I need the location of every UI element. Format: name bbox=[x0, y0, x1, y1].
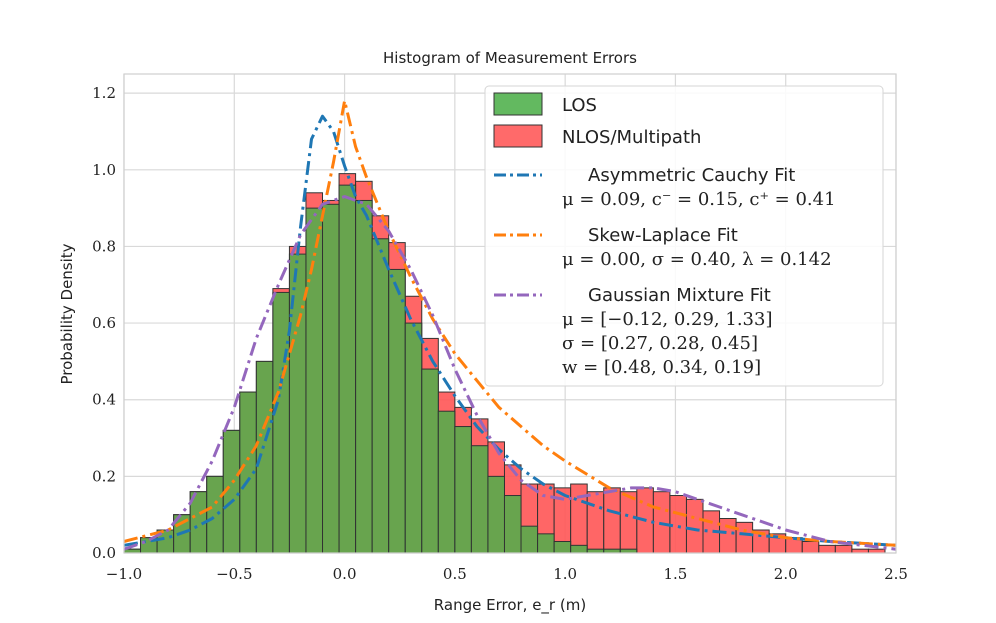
y-tick-label: 0.6 bbox=[92, 314, 116, 332]
los-bar bbox=[305, 207, 324, 554]
x-tick-label: −1.0 bbox=[106, 565, 142, 583]
asymmetric-cauchy-fit-line bbox=[123, 114, 897, 547]
legend-label-los: LOS bbox=[562, 95, 597, 116]
nlos-bar bbox=[603, 487, 621, 554]
legend-label-laplace: Skew-Laplace Fit bbox=[588, 225, 738, 246]
chart-title: Histogram of Measurement Errors bbox=[383, 49, 637, 67]
plot-frame bbox=[123, 73, 897, 554]
los-bar bbox=[520, 525, 539, 554]
legend-label-cauchy: Asymmetric Cauchy Fit bbox=[588, 165, 795, 186]
fit-curves bbox=[123, 99, 897, 551]
y-tick-label: 1.2 bbox=[92, 84, 116, 102]
los-bar bbox=[503, 495, 522, 554]
y-tick-label: 0.8 bbox=[92, 237, 116, 255]
legend: LOS NLOS/Multipath Asymmetric Cauchy Fit μ … bbox=[484, 85, 884, 387]
legend-params-laplace: μ = 0.00, σ = 0.40, λ = 0.142 bbox=[562, 249, 832, 270]
x-tick-label: 1.0 bbox=[553, 565, 577, 583]
los-bar bbox=[338, 184, 357, 554]
x-tick-label: 2.0 bbox=[774, 565, 798, 583]
los-bar bbox=[421, 368, 439, 554]
los-bar bbox=[371, 238, 390, 554]
los-bars bbox=[123, 184, 638, 554]
nlos-bar bbox=[719, 518, 737, 554]
los-bar bbox=[388, 268, 406, 554]
x-tick-label: 2.5 bbox=[884, 565, 908, 583]
legend-params-gmm: μ = [−0.12, 0.29, 1.33] bbox=[562, 309, 772, 330]
los-bar bbox=[487, 475, 505, 554]
los-bar bbox=[553, 541, 572, 554]
gaussian-mixture-fit-line bbox=[123, 195, 897, 551]
x-tick-label: 1.5 bbox=[663, 565, 687, 583]
y-tick-label: 0.0 bbox=[92, 544, 116, 562]
nlos-bar bbox=[619, 491, 638, 554]
y-tick-label: 1.0 bbox=[92, 161, 116, 179]
legend-swatch-los bbox=[493, 92, 543, 116]
nlos-bar bbox=[818, 544, 836, 554]
los-bar bbox=[272, 291, 290, 554]
los-bar bbox=[206, 475, 224, 554]
legend-swatch-nlos bbox=[493, 124, 543, 148]
los-bar bbox=[355, 199, 373, 554]
y-tick-label: 0.2 bbox=[92, 467, 116, 485]
los-bar bbox=[437, 410, 456, 554]
nlos-bar bbox=[834, 544, 853, 554]
legend-label-gmm: Gaussian Mixture Fit bbox=[588, 285, 771, 306]
nlos-bar bbox=[586, 491, 605, 554]
legend-label-nlos: NLOS/Multipath bbox=[562, 127, 701, 148]
nlos-bar bbox=[735, 521, 754, 554]
los-bar bbox=[322, 203, 340, 554]
los-bar bbox=[537, 533, 555, 554]
x-tick-label: 0.0 bbox=[333, 565, 357, 583]
x-tick-label: −0.5 bbox=[216, 565, 252, 583]
legend-params-cauchy: μ = 0.09, c⁻ = 0.15, c⁺ = 0.41 bbox=[562, 189, 836, 210]
y-tick-label: 0.4 bbox=[92, 391, 116, 409]
axis-ticks: −1.0 −0.5 0.0 0.5 1.0 1.5 2.0 2.5 0.0 0.2 0.4 0.6 0.… bbox=[92, 84, 908, 583]
legend-box bbox=[484, 85, 884, 387]
x-tick-label: 0.5 bbox=[443, 565, 467, 583]
nlos-bar bbox=[570, 483, 588, 554]
los-bar bbox=[570, 544, 588, 554]
y-axis-label: Probability Density bbox=[58, 243, 76, 384]
legend-params-gmm: w = [0.48, 0.34, 0.19] bbox=[562, 357, 761, 378]
nlos-bar bbox=[801, 541, 820, 554]
legend-params-gmm: σ = [0.27, 0.28, 0.45] bbox=[562, 333, 758, 354]
los-bar bbox=[470, 445, 489, 554]
los-bar bbox=[454, 426, 472, 554]
skew-laplace-fit-line bbox=[123, 99, 897, 547]
x-axis-label: Range Error, e_r (m) bbox=[434, 596, 586, 615]
nlos-bar bbox=[685, 498, 704, 554]
los-bar bbox=[404, 322, 423, 554]
